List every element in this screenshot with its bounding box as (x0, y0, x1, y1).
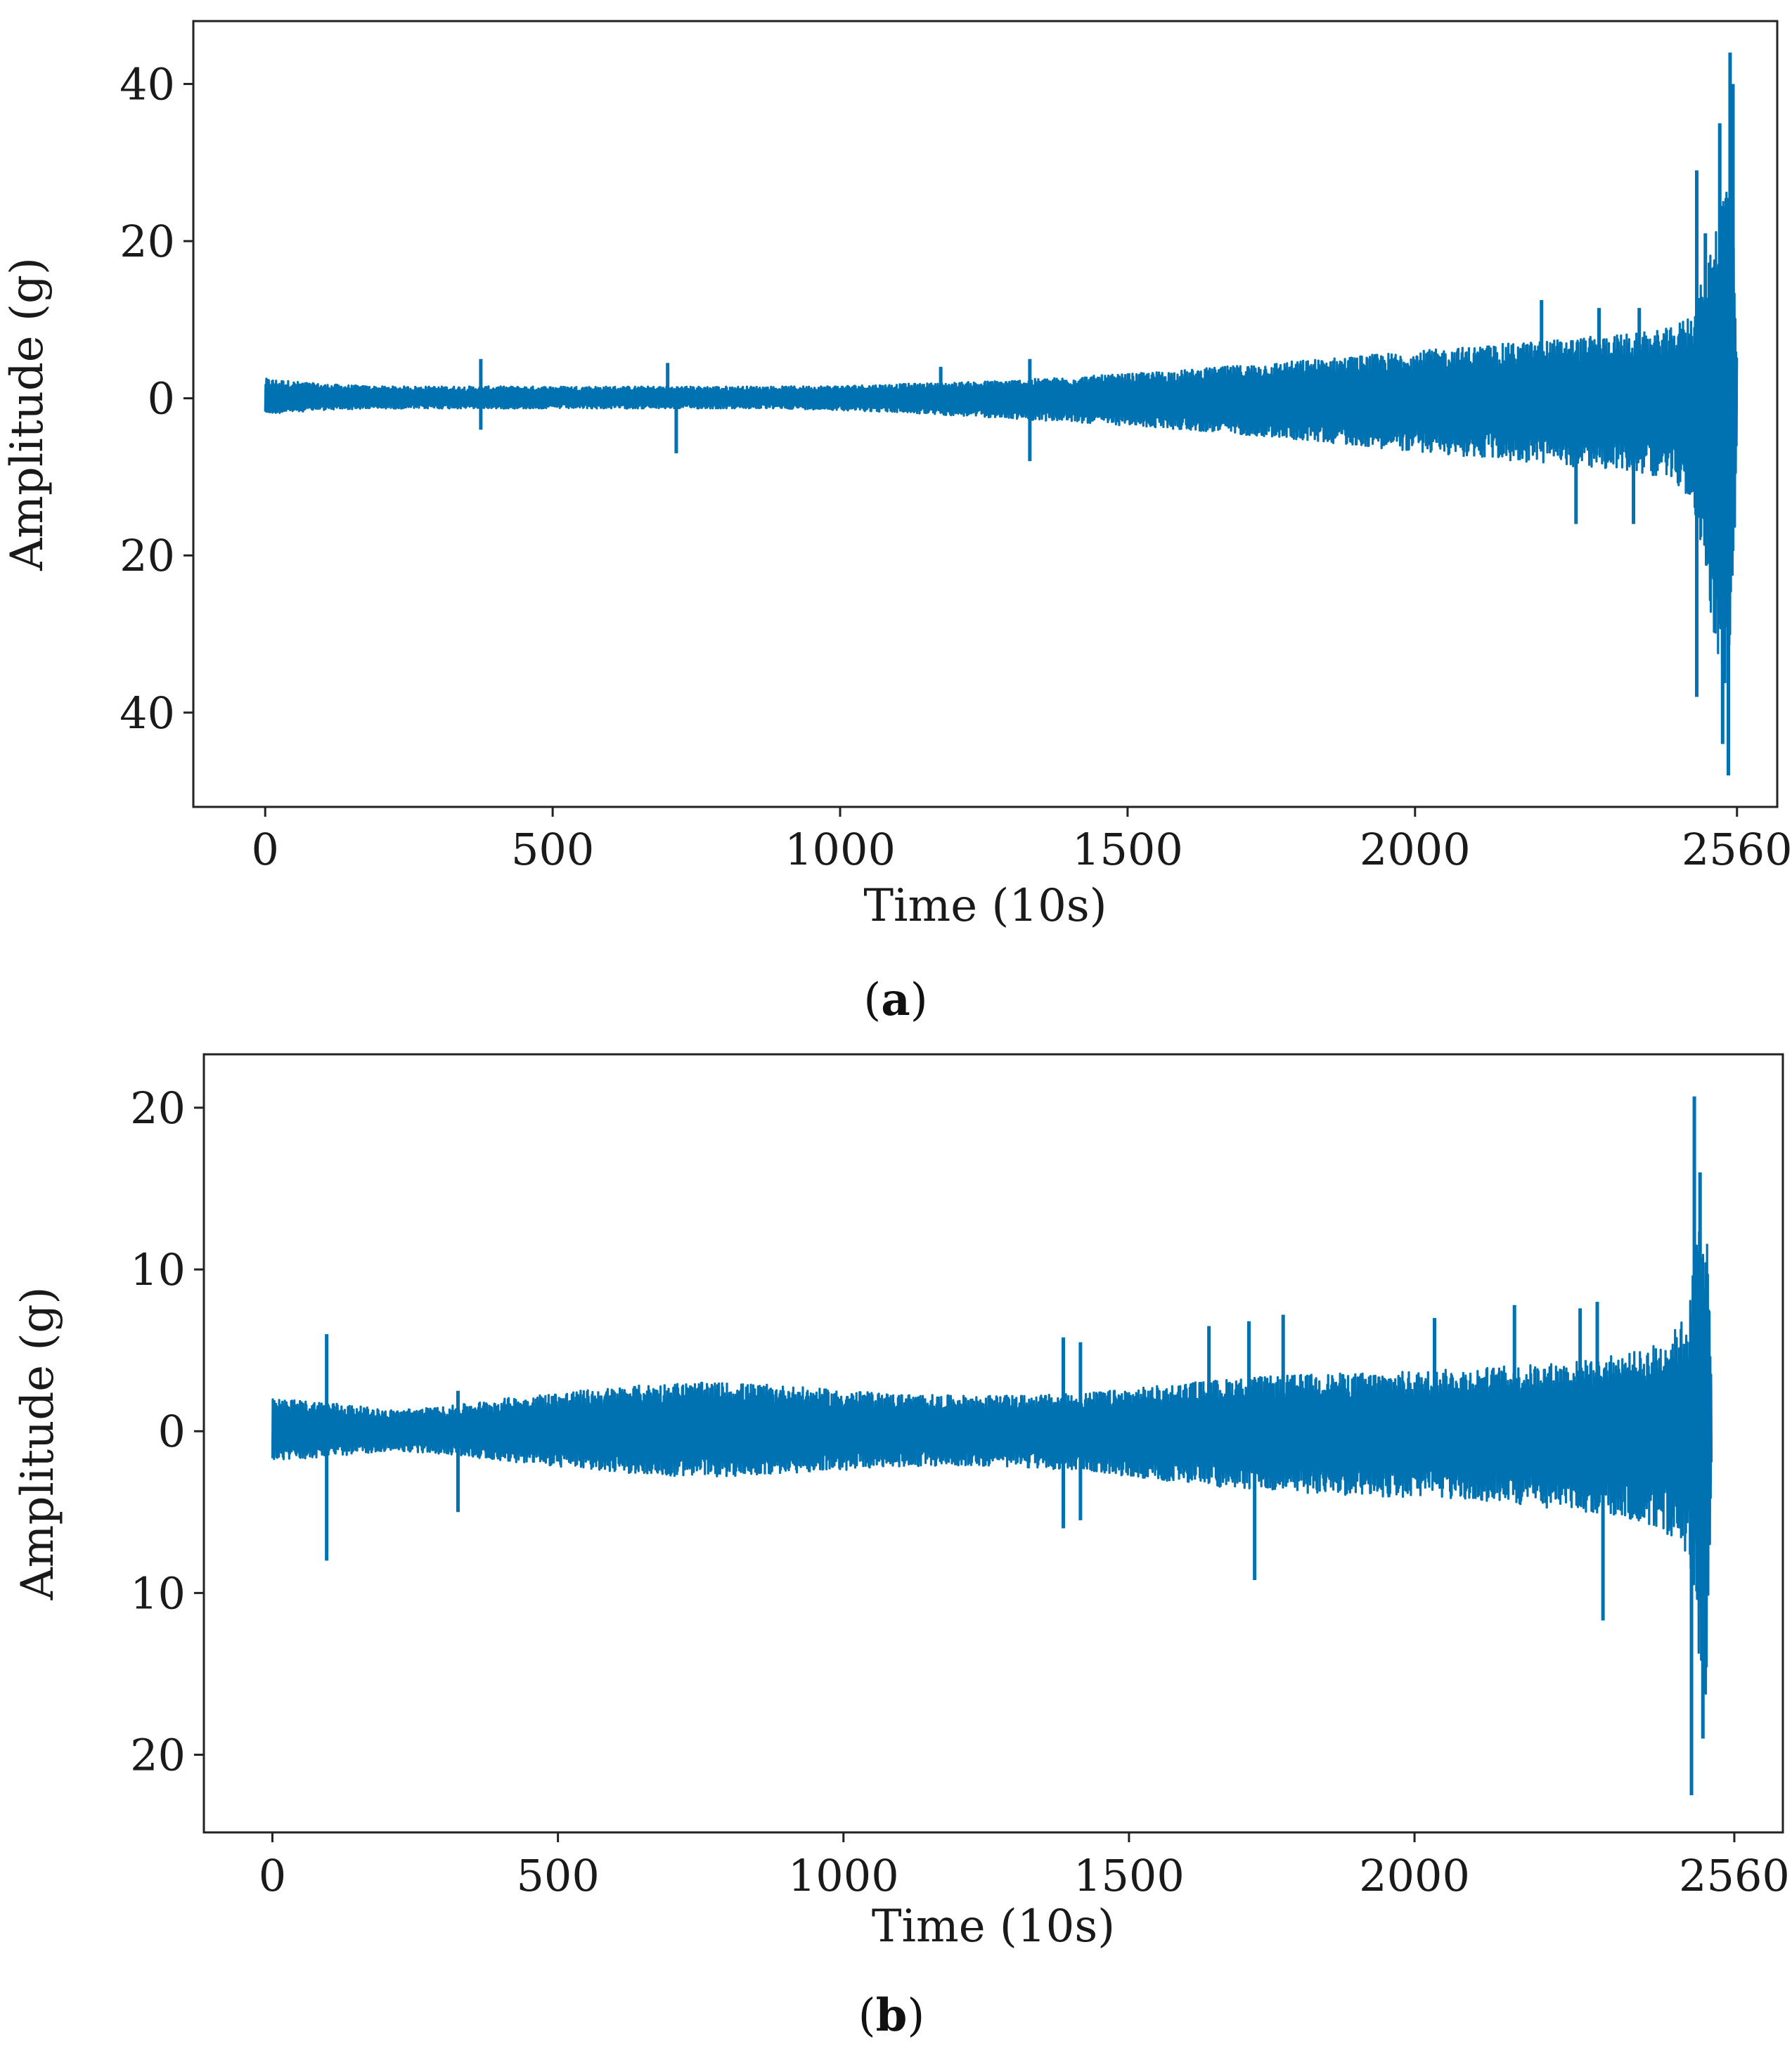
x-tick-label: 1000 (788, 1850, 899, 1901)
x-tick-label: 1500 (1072, 824, 1183, 875)
y-tick-label: 20 (130, 1082, 186, 1134)
panel-label-b: b (875, 1989, 908, 2042)
y-tick-label: 0 (158, 1406, 186, 1457)
y-tick-label: 0 (148, 373, 175, 425)
panel-caption-a: (a) (863, 973, 928, 1026)
y-tick-label: 10 (130, 1244, 186, 1295)
signal-trace (264, 178, 1739, 684)
x-tick-label: 2560 (1682, 824, 1792, 875)
x-tick-label: 1000 (785, 824, 896, 875)
signal-trace (271, 1231, 1713, 1695)
chart-panel-a: 0 500 1000 1500 2000 2560 40 20 0 20 40 Time (10s) A… (1, 20, 1792, 932)
y-axis-title: Amplitude (g) (12, 1287, 64, 1601)
x-tick-label: 500 (516, 1850, 599, 1901)
x-axis-title: Time (10s) (872, 1901, 1115, 1953)
y-tick-label: 20 (120, 216, 175, 267)
x-tick-label: 0 (251, 824, 278, 875)
x-tick-label: 2000 (1359, 1850, 1470, 1901)
x-tick-label: 1500 (1074, 1850, 1185, 1901)
x-tick-label: 500 (511, 824, 594, 875)
y-tick-label: 40 (120, 58, 175, 110)
plot-frame (192, 20, 1779, 808)
plot-frame (202, 1053, 1784, 1834)
y-axis-title: Amplitude (g) (1, 257, 53, 571)
chart-panel-b: 0 500 1000 1500 2000 2560 20 10 0 10 20 Time (10s) A… (12, 1053, 1790, 1953)
x-tick-label: 2560 (1679, 1850, 1790, 1901)
x-axis-title: Time (10s) (863, 880, 1107, 932)
y-tick-label: 40 (120, 687, 175, 739)
panel-label-a: a (881, 973, 910, 1026)
y-tick-label: 20 (120, 530, 175, 581)
y-tick-label: 10 (130, 1567, 186, 1619)
x-tick-label: 2000 (1360, 824, 1471, 875)
y-tick-label: 20 (130, 1730, 186, 1781)
x-tick-label: 0 (259, 1850, 286, 1901)
panel-caption-b: (b) (858, 1989, 925, 2042)
